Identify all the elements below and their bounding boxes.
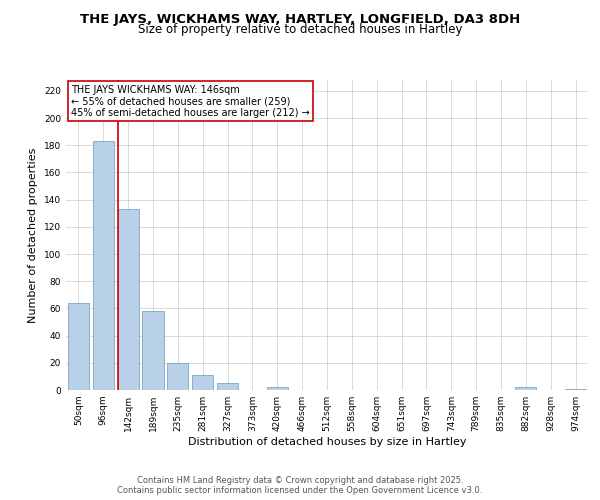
- Bar: [267, 388, 288, 390]
- Bar: [217, 383, 238, 390]
- Bar: [192, 375, 213, 390]
- Bar: [142, 311, 164, 390]
- Bar: [93, 141, 114, 390]
- Text: THE JAYS WICKHAMS WAY: 146sqm
← 55% of detached houses are smaller (259)
45% of : THE JAYS WICKHAMS WAY: 146sqm ← 55% of d…: [71, 84, 310, 118]
- Bar: [167, 363, 188, 390]
- Bar: [68, 303, 89, 390]
- Bar: [118, 209, 139, 390]
- Text: THE JAYS, WICKHAMS WAY, HARTLEY, LONGFIELD, DA3 8DH: THE JAYS, WICKHAMS WAY, HARTLEY, LONGFIE…: [80, 12, 520, 26]
- Y-axis label: Number of detached properties: Number of detached properties: [28, 148, 38, 322]
- Text: Size of property relative to detached houses in Hartley: Size of property relative to detached ho…: [138, 22, 462, 36]
- Text: Contains HM Land Registry data © Crown copyright and database right 2025.
Contai: Contains HM Land Registry data © Crown c…: [118, 476, 482, 495]
- Bar: [515, 388, 536, 390]
- X-axis label: Distribution of detached houses by size in Hartley: Distribution of detached houses by size …: [188, 437, 466, 447]
- Bar: [565, 388, 586, 390]
